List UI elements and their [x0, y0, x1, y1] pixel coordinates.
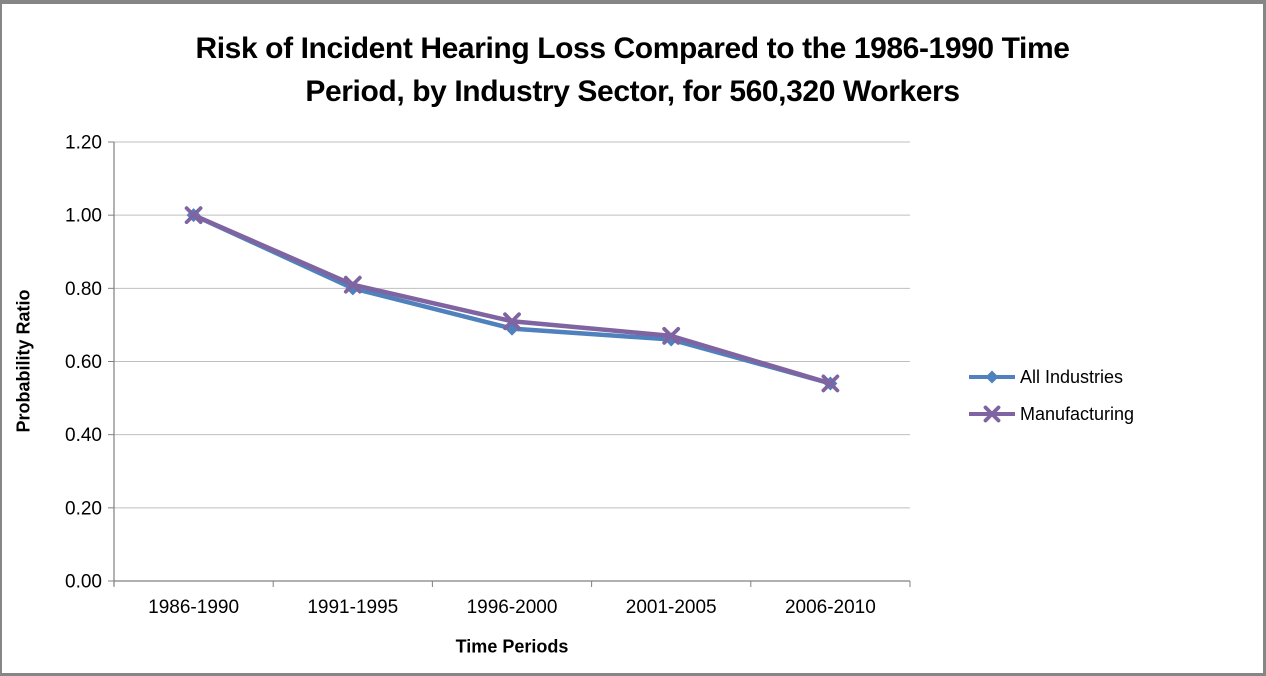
- legend-label: All Industries: [1020, 366, 1124, 387]
- legend-swatch-diamond-icon: [969, 370, 1015, 384]
- x-marker: [821, 374, 840, 393]
- y-tick-label: 0.80: [65, 279, 102, 300]
- legend-item-manufacturing: Manufacturing: [968, 402, 1134, 426]
- x-tick-label: 2001-2005: [626, 597, 717, 618]
- y-tick-label: 0.00: [65, 572, 102, 593]
- x-tick-label: 2006-2010: [785, 597, 876, 618]
- y-tick-label: 0.40: [65, 425, 102, 446]
- y-tick-label: 0.20: [65, 498, 102, 519]
- chart-title-line-1: Risk of Incident Hearing Loss Compared t…: [195, 32, 1070, 65]
- series-line-all-industries: [191, 212, 833, 386]
- y-tick-label: 0.60: [65, 352, 102, 373]
- x-marker: [343, 275, 362, 294]
- y-tick-label: 1.00: [65, 206, 102, 227]
- legend-item-all-industries: All Industries: [968, 365, 1134, 389]
- x-marker: [983, 405, 1001, 423]
- legend-label: Manufacturing: [1020, 403, 1135, 424]
- x-tick-label: 1996-2000: [467, 597, 558, 618]
- x-tick-label: 1991-1995: [307, 597, 398, 618]
- x-axis-title: Time Periods: [455, 636, 569, 657]
- x-marker: [503, 312, 521, 331]
- plot-area: 0.00 0.20 0.40 0.60 0.80 1.00 1.20 1986-1990 199…: [65, 133, 911, 618]
- y-tick-label: 1.20: [65, 133, 102, 154]
- x-marker: [184, 206, 203, 225]
- legend: All Industries Manufacturing: [968, 365, 1134, 426]
- chart-title-line-2: Period, by Industry Sector, for 560,320 …: [305, 75, 960, 108]
- x-marker: [662, 326, 681, 345]
- legend-swatch-x-icon: [969, 405, 1015, 423]
- chart-title: Risk of Incident Hearing Loss Compared t…: [53, 27, 1213, 113]
- x-tick-label: 1986-1990: [148, 597, 239, 618]
- diamond-marker: [985, 370, 999, 384]
